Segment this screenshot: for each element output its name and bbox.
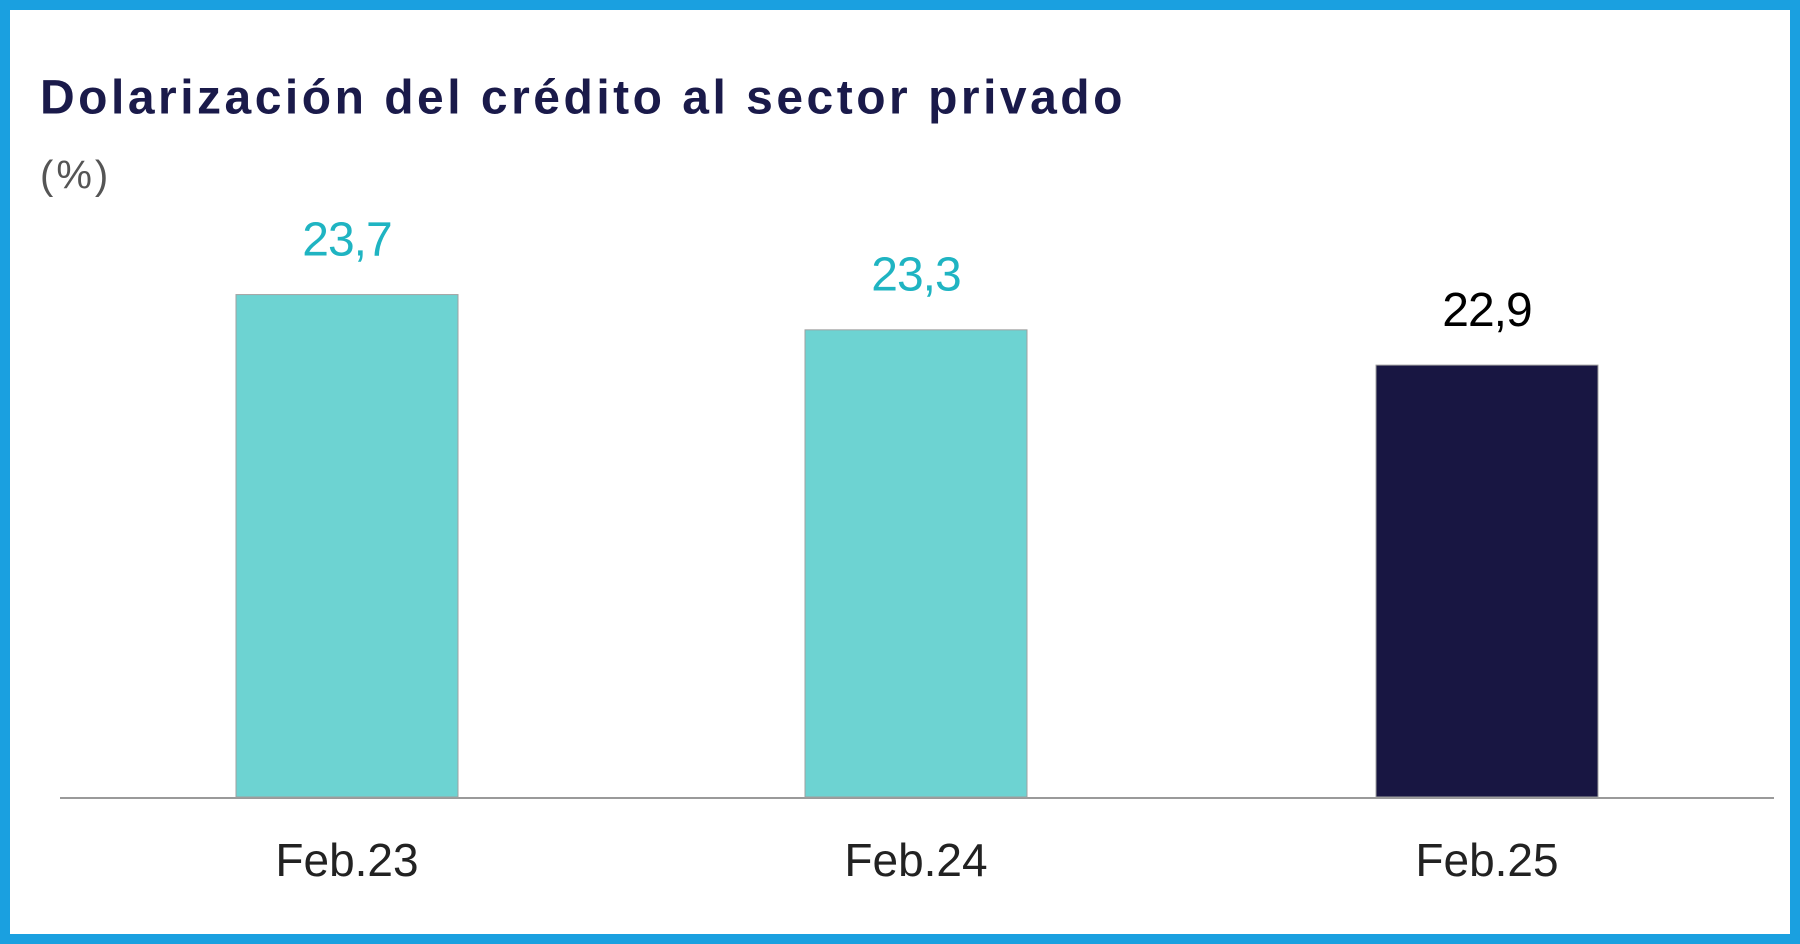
- bar: [235, 294, 459, 798]
- value-label: 23,3: [871, 249, 960, 302]
- chart-title: Dolarización del crédito al sector priva…: [40, 72, 1126, 125]
- x-tick-label: Feb.24: [844, 834, 987, 886]
- x-tick-label: Feb.23: [275, 834, 418, 886]
- bar: [804, 329, 1028, 798]
- chart-subtitle: (%): [40, 154, 111, 198]
- value-label: 22,9: [1442, 284, 1531, 337]
- x-tick-label: Feb.25: [1415, 834, 1558, 886]
- bar: [1375, 364, 1599, 798]
- value-label: 23,7: [302, 213, 391, 266]
